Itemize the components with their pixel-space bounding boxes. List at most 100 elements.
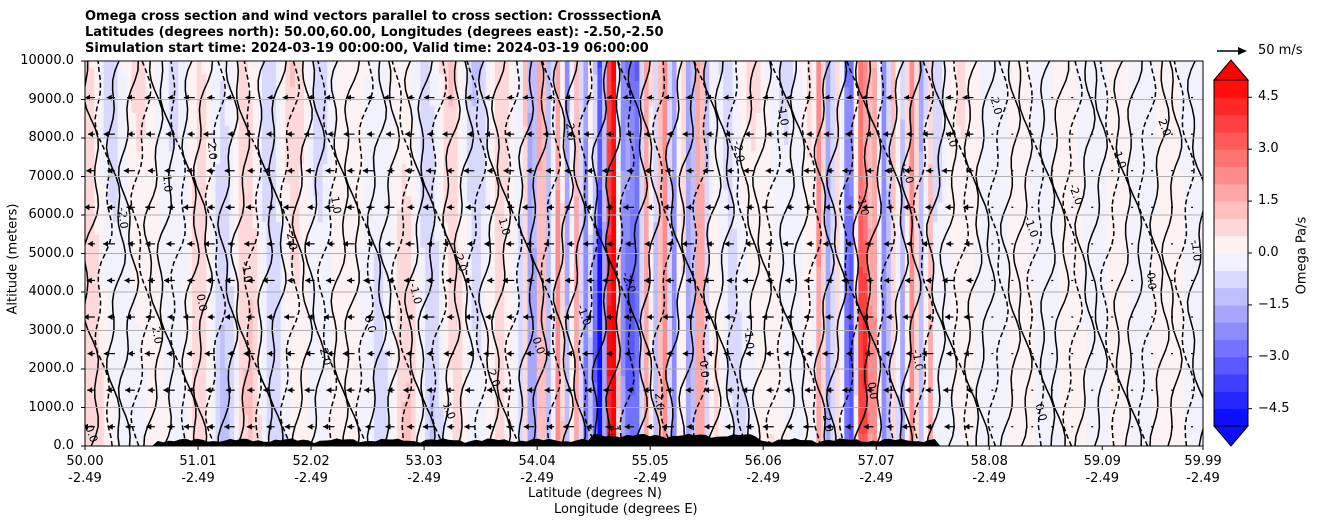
omega-cell (238, 170, 244, 178)
omega-cell (131, 439, 137, 446)
omega-cell (89, 99, 95, 107)
omega-cell (224, 336, 231, 344)
omega-cell (289, 208, 296, 216)
omega-cell (387, 394, 394, 402)
omega-cell (406, 369, 412, 377)
omega-cell (378, 80, 384, 88)
omega-cell (112, 349, 119, 357)
omega-cell (350, 67, 356, 75)
omega-cell (355, 125, 361, 133)
omega-cell (168, 369, 175, 377)
omega-cell (336, 112, 342, 120)
omega-cell (243, 253, 249, 261)
omega-cell (229, 247, 235, 255)
omega-cell (173, 272, 179, 280)
omega-cell (164, 215, 170, 223)
omega-cell (336, 407, 342, 415)
omega-cell (182, 413, 189, 421)
omega-cell (182, 433, 189, 441)
omega-cell (415, 144, 421, 152)
omega-cell (322, 381, 328, 389)
omega-cell (252, 343, 258, 351)
omega-cell (112, 247, 119, 255)
omega-cell (220, 375, 226, 383)
omega-cell (289, 99, 296, 107)
omega-cell (98, 394, 105, 402)
omega-cell (178, 118, 184, 126)
omega-cell (98, 227, 105, 235)
omega-cell (299, 343, 305, 351)
omega-cell (285, 343, 291, 351)
omega-cell (411, 285, 417, 293)
omega-cell (108, 99, 114, 107)
omega-cell (145, 369, 151, 377)
omega-cell (182, 272, 189, 280)
omega-cell (187, 93, 193, 101)
omega-cell (178, 401, 184, 409)
omega-cell (206, 324, 212, 332)
omega-cell (220, 170, 226, 178)
omega-cell (187, 176, 193, 184)
omega-cell (145, 330, 151, 338)
omega-cell (471, 433, 477, 441)
omega-cell (136, 433, 142, 441)
omega-cell (411, 336, 417, 344)
omega-cell (387, 266, 394, 274)
omega-cell (443, 227, 449, 235)
omega-cell (289, 420, 296, 428)
omega-cell (89, 394, 95, 402)
omega-cell (434, 150, 440, 158)
omega-cell (341, 253, 347, 261)
omega-cell (317, 189, 324, 197)
omega-cell (331, 343, 338, 351)
omega-cell (462, 407, 468, 415)
omega-cell (210, 388, 217, 396)
omega-cell (406, 304, 412, 312)
omega-cell (345, 433, 352, 441)
omega-cell (303, 362, 310, 370)
omega-cell (159, 317, 165, 325)
omega-cell (238, 292, 244, 300)
omega-cell (387, 369, 394, 377)
omega-cell (140, 80, 147, 88)
omega-cell (201, 324, 207, 332)
omega-cell (112, 292, 119, 300)
omega-cell (136, 195, 142, 203)
omega-cell (443, 93, 449, 101)
omega-cell (140, 426, 147, 434)
omega-cell (425, 311, 431, 319)
omega-cell (439, 375, 445, 383)
omega-cell (350, 73, 356, 81)
omega-cell (215, 80, 221, 88)
omega-cell (126, 195, 133, 203)
omega-cell (299, 317, 305, 325)
omega-cell (294, 118, 300, 126)
omega-cell (355, 138, 361, 146)
omega-cell (369, 182, 375, 190)
omega-cell (462, 413, 468, 421)
omega-cell (373, 182, 380, 190)
omega-cell (94, 234, 100, 242)
omega-cell (215, 304, 221, 312)
omega-cell (271, 105, 277, 113)
omega-cell (196, 61, 203, 69)
omega-cell (429, 317, 435, 325)
omega-cell (178, 356, 184, 364)
omega-cell (98, 208, 105, 216)
omega-cell (341, 247, 347, 255)
omega-cell (117, 234, 123, 242)
omega-cell (373, 202, 380, 210)
omega-cell (364, 336, 370, 344)
omega-cell (425, 388, 431, 396)
omega-cell (131, 324, 137, 332)
omega-cell (262, 221, 268, 229)
omega-cell (210, 208, 217, 216)
omega-cell (271, 61, 277, 69)
omega-cell (224, 362, 231, 370)
omega-cell (275, 80, 282, 88)
omega-cell (299, 189, 305, 197)
omega-cell (168, 131, 175, 139)
omega-cell (425, 221, 431, 229)
omega-cell (289, 80, 296, 88)
omega-cell (392, 317, 398, 325)
